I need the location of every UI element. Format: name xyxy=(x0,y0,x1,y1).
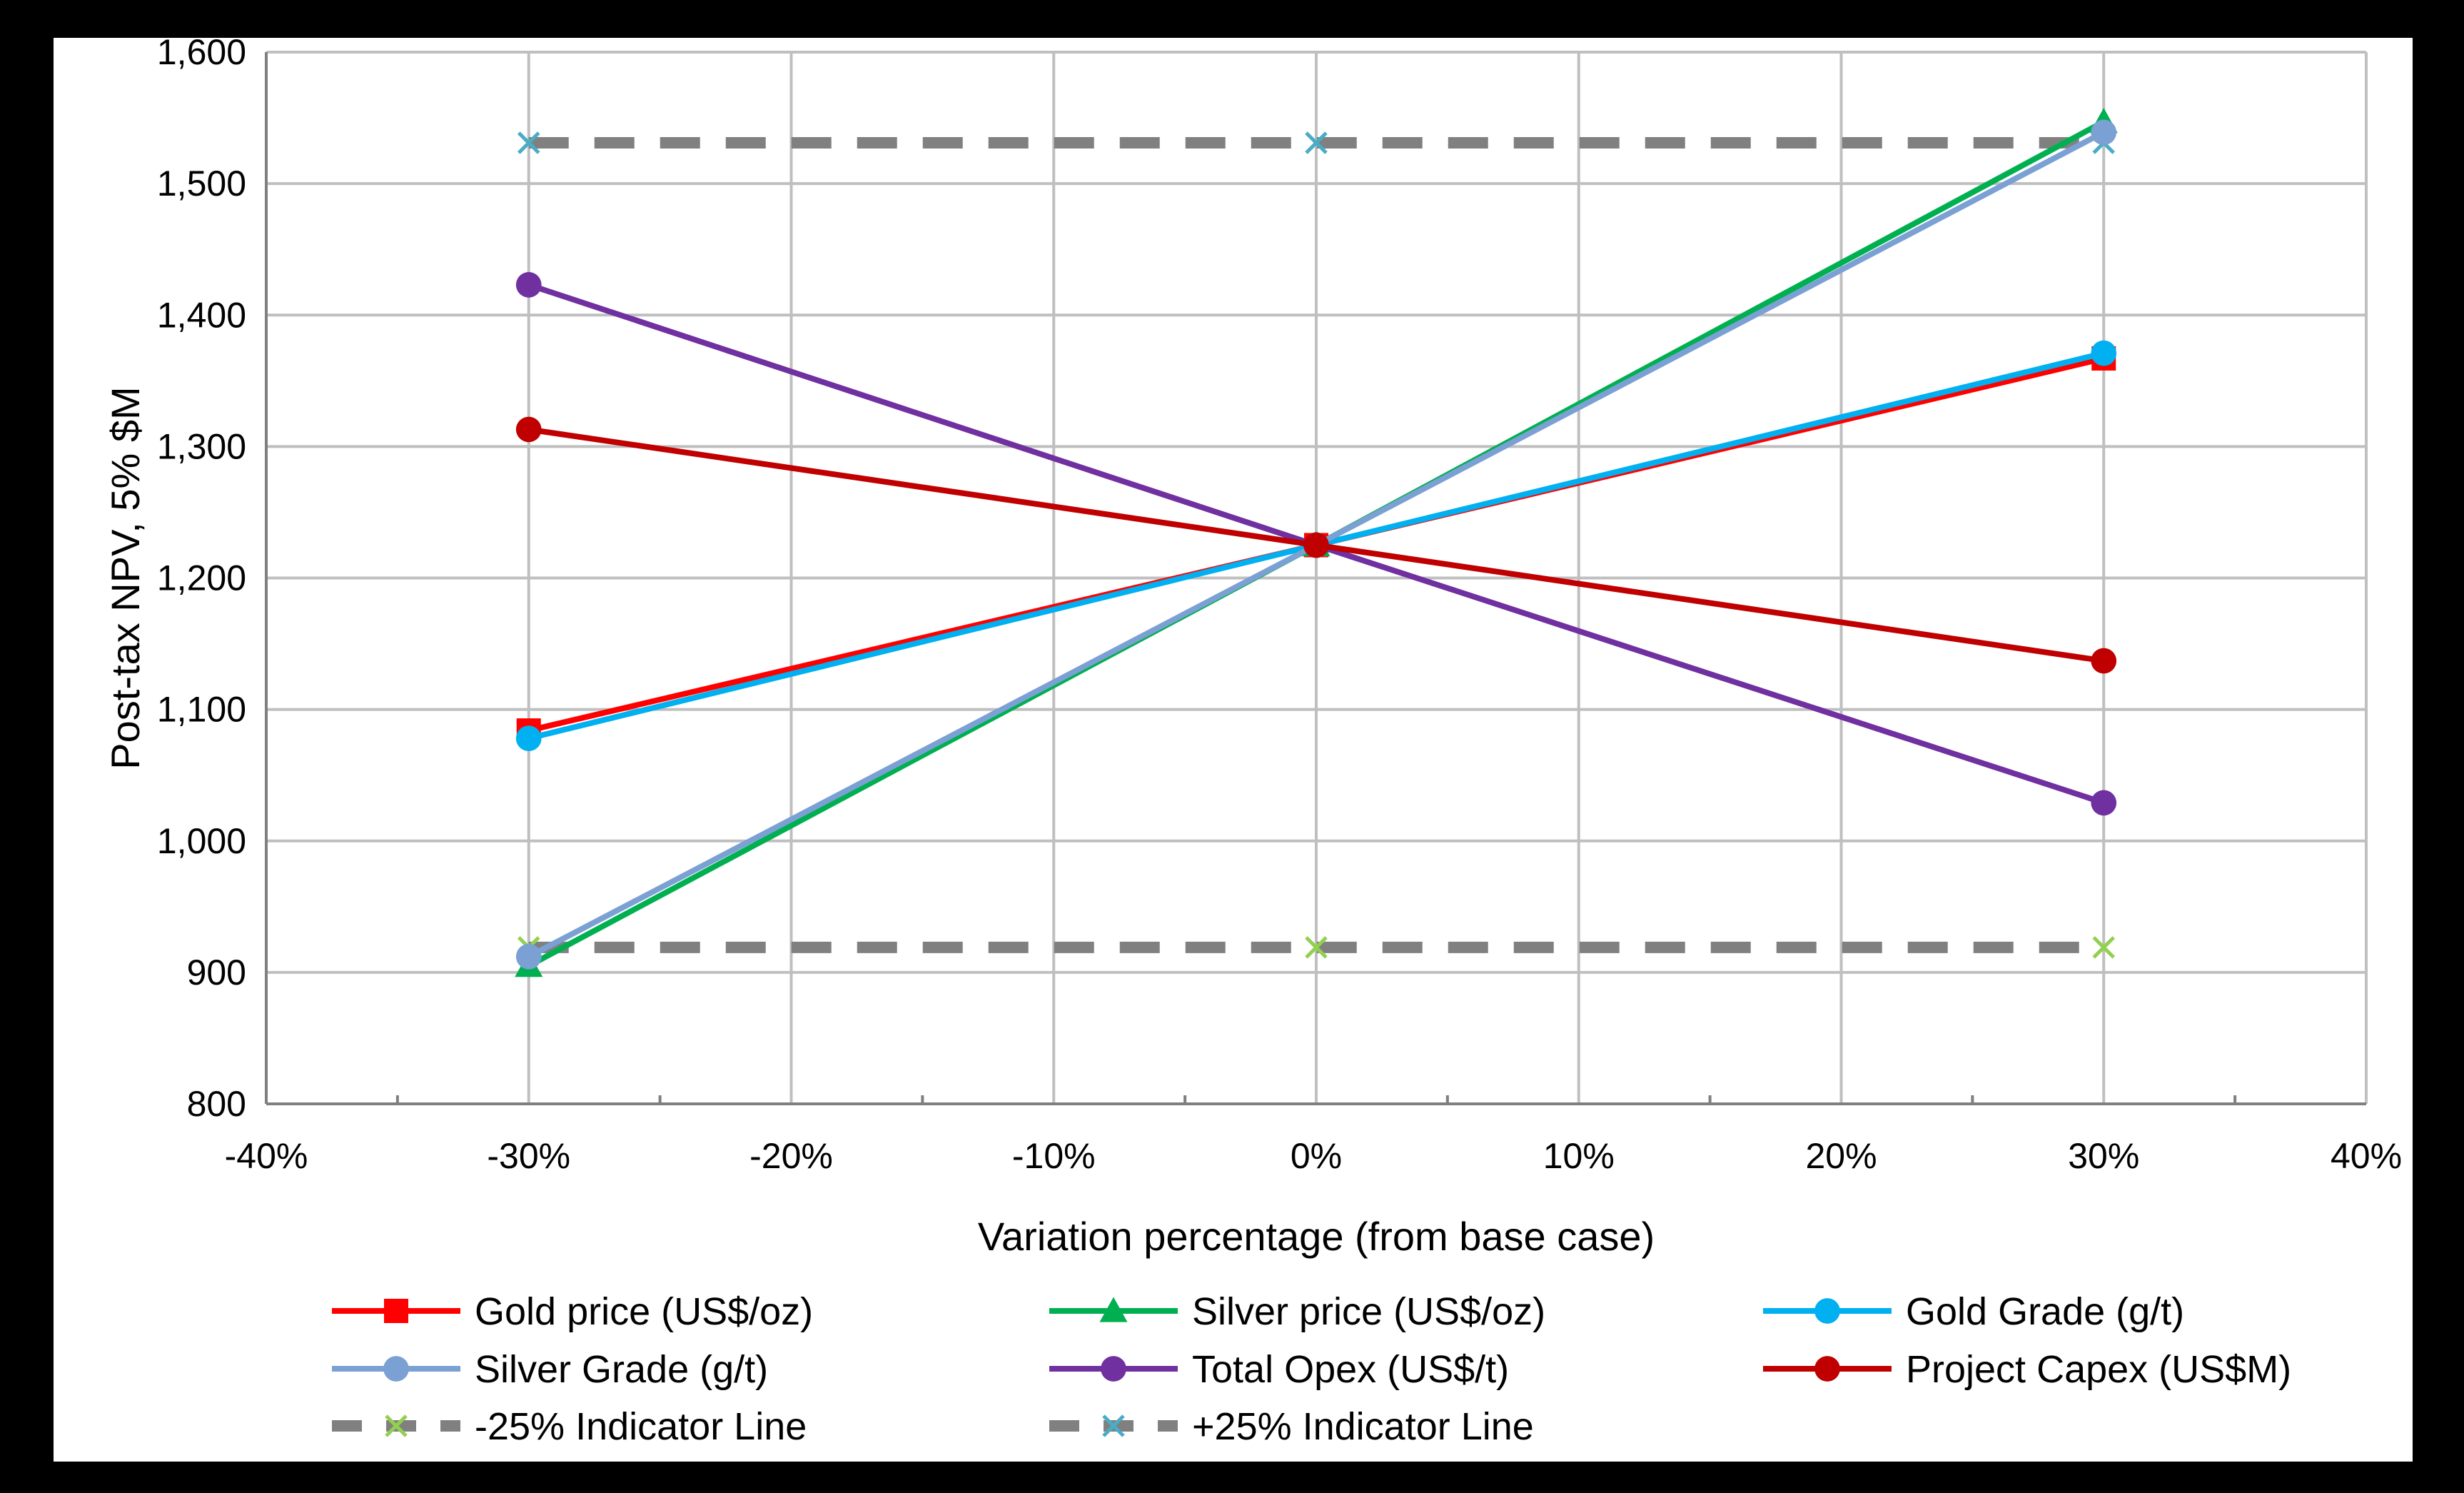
x-tick-label: -30% xyxy=(487,1136,570,1176)
data-point xyxy=(517,131,540,154)
x-tick-label: -40% xyxy=(225,1136,308,1176)
data-point xyxy=(515,416,542,443)
y-axis-title: Post-tax NPV, 5% $M xyxy=(103,386,148,769)
x-axis-title: Variation percentage (from base case) xyxy=(978,1214,1655,1259)
legend-label[interactable]: Gold price (US$/oz) xyxy=(475,1290,813,1333)
y-tick-label: 1,100 xyxy=(157,690,246,730)
x-tick-label: 0% xyxy=(1291,1136,1342,1176)
y-tick-label: 1,500 xyxy=(157,164,246,203)
data-point xyxy=(1305,131,1328,154)
data-point xyxy=(515,272,542,298)
legend-swatch-marker xyxy=(383,1356,409,1382)
legend-swatch-marker xyxy=(385,1414,408,1437)
y-tick-label: 1,000 xyxy=(157,821,246,861)
legend-label[interactable]: -25% Indicator Line xyxy=(475,1405,807,1448)
legend-label[interactable]: Gold Grade (g/t) xyxy=(1906,1290,2184,1333)
data-point xyxy=(2091,790,2117,816)
legend-swatch-marker xyxy=(1814,1356,1840,1382)
x-tick-label: 10% xyxy=(1543,1136,1615,1176)
legend-swatch-marker xyxy=(1102,1414,1125,1437)
y-tick-label: 1,300 xyxy=(157,426,246,466)
legend-label[interactable]: Project Capex (US$M) xyxy=(1906,1348,2291,1391)
x-tick-label: 40% xyxy=(2331,1136,2402,1176)
y-tick-label: 1,400 xyxy=(157,295,246,335)
legend-swatch-marker xyxy=(1101,1356,1126,1382)
data-point xyxy=(2092,936,2116,959)
data-point xyxy=(1303,532,1329,558)
data-point xyxy=(1305,936,1328,959)
sensitivity-chart: -40% -30% -20% -10% 0% 10% 20% 30% 40% 800 900 1,00… xyxy=(103,38,2402,1448)
y-tick-label: 1,600 xyxy=(157,38,246,72)
chart-frame: -40% -30% -20% -10% 0% 10% 20% 30% 40% 800 900 1,00… xyxy=(54,38,2413,1462)
legend-label[interactable]: Silver price (US$/oz) xyxy=(1192,1290,1545,1333)
x-tick-label: -20% xyxy=(749,1136,833,1176)
data-point xyxy=(515,943,542,970)
x-tick-label: 30% xyxy=(2068,1136,2139,1176)
legend-label[interactable]: Total Opex (US$/t) xyxy=(1192,1348,1509,1391)
data-point xyxy=(2091,648,2117,674)
x-tick-label: -10% xyxy=(1012,1136,1096,1176)
y-tick-label: 800 xyxy=(187,1084,246,1124)
legend-label[interactable]: +25% Indicator Line xyxy=(1192,1405,1534,1448)
legend-swatch-marker xyxy=(1814,1298,1840,1324)
y-tick-label: 900 xyxy=(187,952,246,992)
legend-swatch-marker xyxy=(384,1299,408,1323)
data-point xyxy=(515,725,542,751)
data-point xyxy=(2091,119,2117,146)
y-tick-label: 1,200 xyxy=(157,558,246,598)
data-point xyxy=(2091,340,2117,366)
x-tick-label: 20% xyxy=(1805,1136,1877,1176)
legend-swatch-marker xyxy=(1099,1297,1128,1322)
legend-label[interactable]: Silver Grade (g/t) xyxy=(475,1348,768,1391)
